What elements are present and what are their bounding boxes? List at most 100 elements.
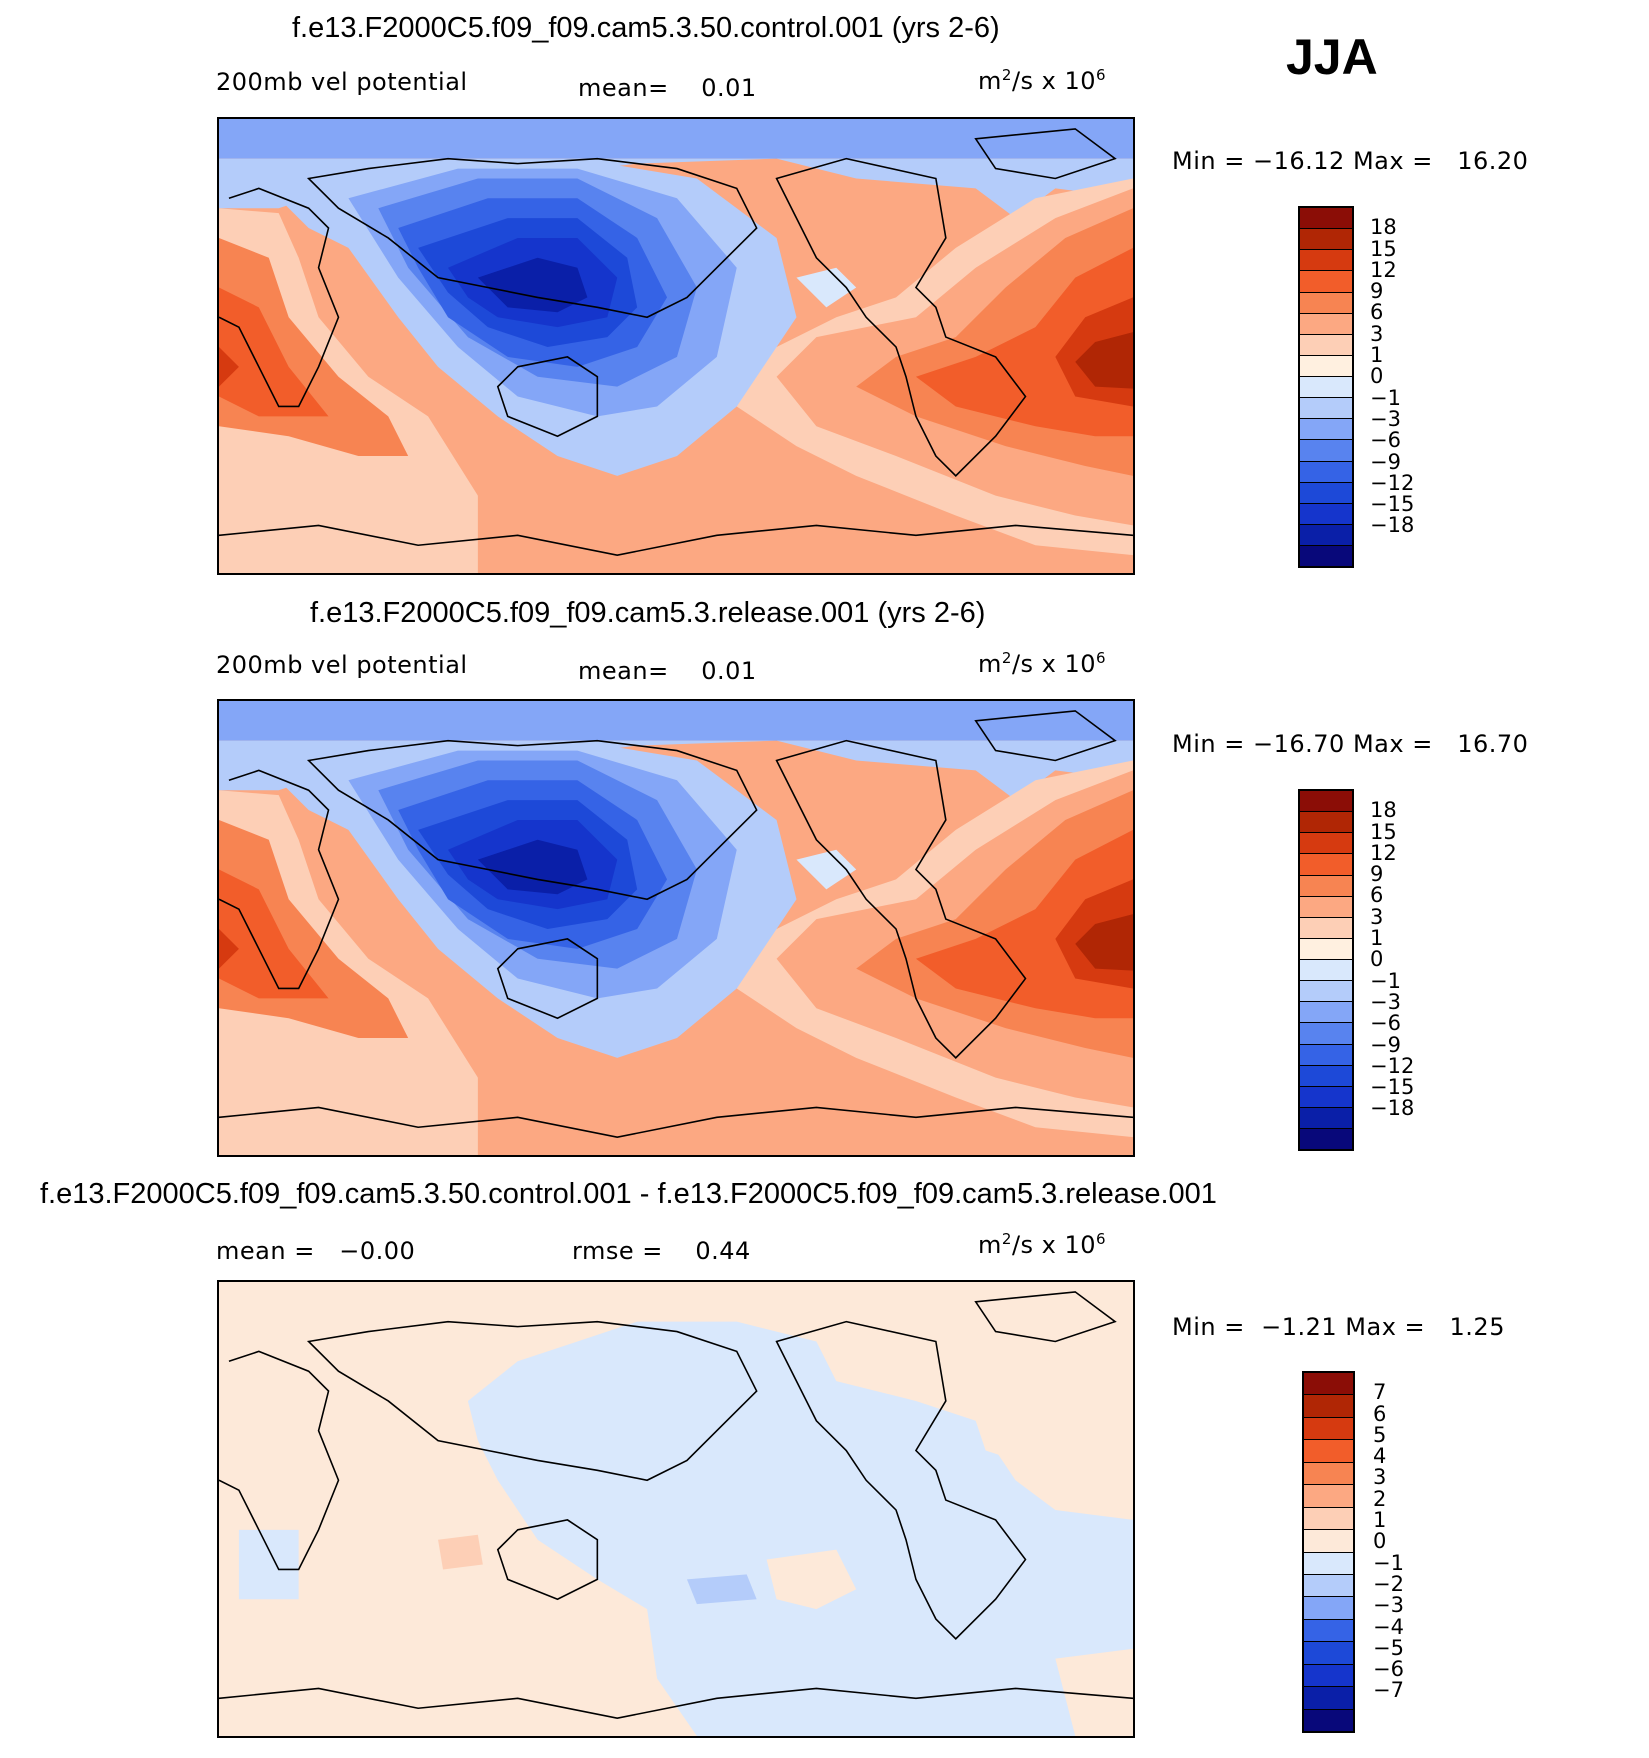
panel3-units-base: m [978, 1231, 1002, 1259]
panel1-units-base: m [978, 67, 1002, 95]
colorbar-tick-label: −9 [1370, 1032, 1401, 1057]
panel1-units-exp: 2 [1001, 66, 1012, 84]
colorbar-tick-label: −7 [1373, 1678, 1404, 1703]
colorbar-swatch [1304, 1462, 1353, 1486]
colorbar-swatch [1300, 1002, 1352, 1024]
colorbar-swatch [1304, 1530, 1353, 1553]
colorbar-tick-label: −3 [1370, 989, 1401, 1014]
colorbar-swatch [1304, 1574, 1353, 1598]
colorbar-tick-label: 9 [1370, 279, 1384, 304]
colorbar-swatch [1300, 355, 1352, 377]
colorbar-tick-label: 0 [1370, 364, 1384, 389]
colorbar-swatch [1300, 524, 1352, 546]
colorbar-tick-label: 3 [1370, 321, 1384, 346]
panel1-field-label: 200mb vel potential [216, 68, 468, 96]
panel2-field-label: 200mb vel potential [216, 651, 468, 679]
colorbar-tick-label: 18 [1370, 215, 1397, 240]
colorbar-tick-label: 0 [1373, 1529, 1387, 1554]
colorbar-tick-label: 6 [1370, 300, 1384, 325]
colorbar-tick-label: −15 [1370, 1075, 1415, 1100]
colorbar-swatch [1304, 1619, 1353, 1643]
panel3-colorbar-labels: 7 6 5 4 3 2 1 0 −1 −2 −3 −4 −5 −6 −7 [1373, 1371, 1453, 1733]
panel2-units-mid: /s x 10 [1011, 650, 1097, 678]
panel2-units-power: 6 [1096, 649, 1107, 667]
panel3-colorbar [1302, 1371, 1355, 1733]
panel1-max-label: Max [1352, 147, 1405, 175]
colorbar-tick-label: −12 [1370, 470, 1415, 495]
colorbar-swatch [1300, 482, 1352, 504]
colorbar-tick-label: 3 [1370, 904, 1384, 929]
colorbar-swatch [1300, 271, 1352, 293]
panel1-colorbar [1298, 206, 1354, 568]
panel3-units-power: 6 [1096, 1230, 1107, 1248]
colorbar-swatch [1304, 1395, 1353, 1418]
colorbar-tick-label: 6 [1373, 1401, 1387, 1426]
panel3-mean: mean = −0.00 [216, 1237, 415, 1265]
panel1-min-value: −16.12 [1252, 147, 1345, 175]
panel2-units-base: m [978, 650, 1002, 678]
colorbar-swatch [1300, 546, 1352, 567]
panel3-minmax: Min = −1.21 Max = 1.25 [1172, 1313, 1505, 1341]
colorbar-swatch [1300, 250, 1352, 272]
panel1-units: m2/s x 106 [978, 66, 1106, 95]
panel2-units-exp: 2 [1001, 649, 1012, 667]
panel3-min-value: −1.21 [1261, 1313, 1338, 1341]
panel2-units: m2/s x 106 [978, 649, 1106, 678]
colorbar-swatch [1300, 896, 1352, 918]
panel1-stat-label: mean= [578, 74, 669, 102]
colorbar-swatch [1300, 833, 1352, 855]
colorbar-swatch [1300, 334, 1352, 356]
panel2-colorbar [1298, 789, 1354, 1151]
colorbar-swatch [1300, 1107, 1352, 1129]
panel3-stat: rmse = 0.44 [572, 1237, 751, 1265]
colorbar-swatch [1300, 398, 1352, 420]
colorbar-swatch [1300, 812, 1352, 834]
panel3-units-exp: 2 [1001, 1230, 1012, 1248]
colorbar-tick-label: −6 [1370, 1011, 1401, 1036]
panel2-map [217, 699, 1135, 1157]
colorbar-tick-label: 1 [1373, 1508, 1387, 1533]
colorbar-swatch [1300, 1065, 1352, 1087]
colorbar-tick-label: −6 [1373, 1657, 1404, 1682]
panel3-units-mid: /s x 10 [1011, 1231, 1097, 1259]
season-label: JJA [1286, 29, 1378, 85]
colorbar-swatch [1300, 875, 1352, 897]
panel2-max-value: 16.70 [1457, 730, 1529, 758]
colorbar-tick-label: −18 [1370, 1096, 1415, 1121]
colorbar-swatch [1304, 1373, 1353, 1396]
panel2-title: f.e13.F2000C5.f09_f09.cam5.3.release.001… [310, 597, 986, 629]
colorbar-swatch [1300, 791, 1352, 813]
panel1-minmax: Min = −16.12 Max = 16.20 [1172, 147, 1529, 175]
colorbar-tick-label: 2 [1373, 1486, 1387, 1511]
colorbar-swatch [1300, 854, 1352, 876]
colorbar-tick-label: 0 [1370, 947, 1384, 972]
panel3-map [217, 1280, 1135, 1738]
colorbar-tick-label: −12 [1370, 1053, 1415, 1078]
colorbar-tick-label: −2 [1373, 1571, 1404, 1596]
panel1-map [217, 117, 1135, 575]
colorbar-tick-label: 4 [1373, 1444, 1387, 1469]
colorbar-swatch [1300, 440, 1352, 462]
panel2-minmax: Min = −16.70 Max = 16.70 [1172, 730, 1529, 758]
panel1-stat: mean= 0.01 [578, 74, 757, 102]
colorbar-swatch [1300, 1023, 1352, 1045]
colorbar-tick-label: 5 [1373, 1422, 1387, 1447]
colorbar-swatch [1304, 1687, 1353, 1710]
colorbar-swatch [1300, 292, 1352, 314]
colorbar-swatch [1300, 1129, 1352, 1150]
colorbar-swatch [1300, 1044, 1352, 1066]
colorbar-tick-label: −5 [1373, 1635, 1404, 1660]
colorbar-tick-label: −15 [1370, 492, 1415, 517]
panel2-stat-label: mean= [578, 657, 669, 685]
colorbar-swatch [1300, 461, 1352, 483]
panel3-title: f.e13.F2000C5.f09_f09.cam5.3.50.control.… [40, 1178, 1217, 1210]
colorbar-swatch [1300, 208, 1352, 230]
colorbar-swatch [1304, 1440, 1353, 1463]
panel1-units-power: 6 [1096, 66, 1107, 84]
colorbar-tick-label: −4 [1373, 1614, 1404, 1639]
colorbar-tick-label: −1 [1370, 385, 1401, 410]
colorbar-tick-label: 12 [1370, 840, 1397, 865]
colorbar-tick-label: 15 [1370, 236, 1397, 261]
colorbar-swatch [1300, 938, 1352, 960]
colorbar-swatch [1304, 1642, 1353, 1665]
